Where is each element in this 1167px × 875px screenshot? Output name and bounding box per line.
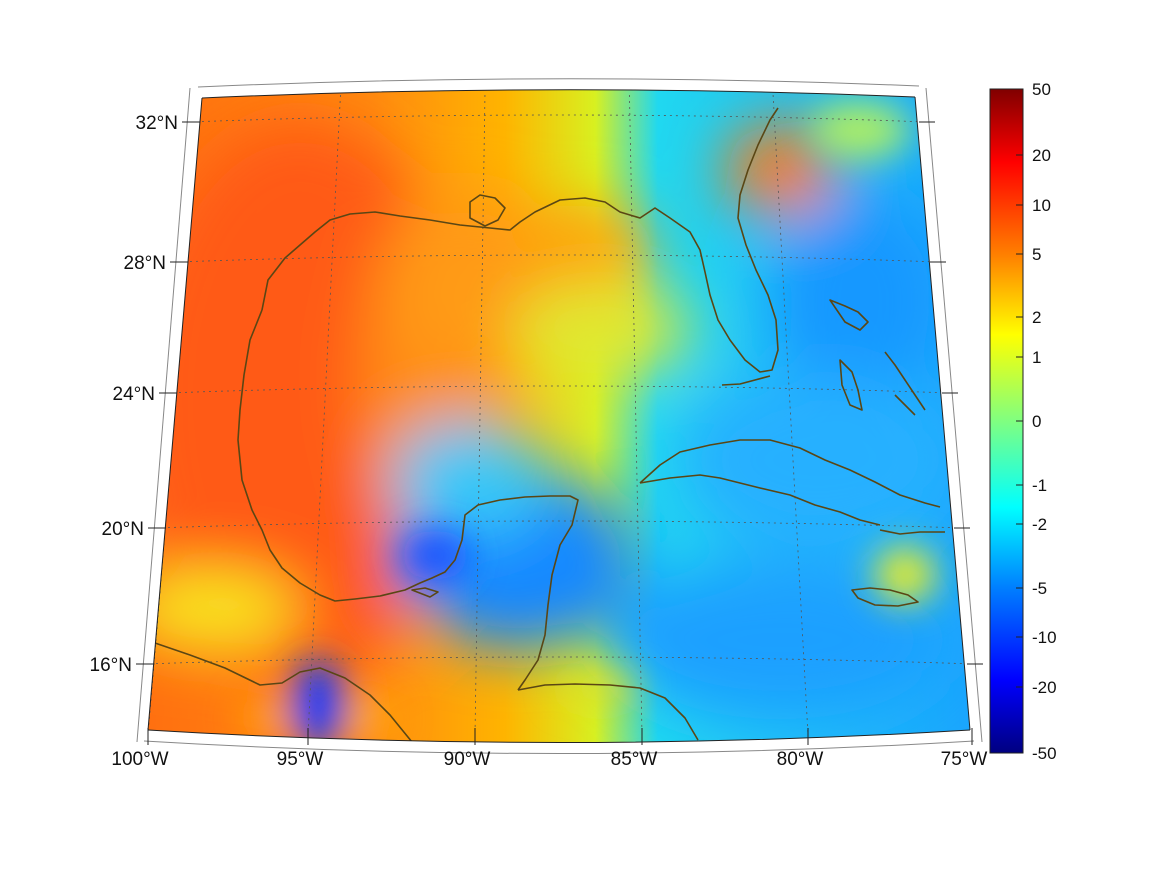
colorbar-tick-label: 10 [1032,196,1051,215]
longitude-ticks: 100°W 95°W 90°W 85°W 80°W 75°W [111,728,987,770]
colorbar-tick-label: 1 [1032,348,1041,367]
graticule-parallel [148,656,970,665]
jamaica [851,587,919,607]
keys [721,375,771,386]
yucatan-islands [411,587,439,598]
colorbar-tick-label: -50 [1032,744,1057,763]
lon-tick-label: 85°W [611,749,658,770]
coastlines [154,107,945,743]
lat-tick-label: 28°N [124,253,166,274]
lon-tick-label: 90°W [444,749,491,770]
cuba [639,439,941,526]
colorbar-tick-label: -1 [1032,476,1047,495]
colorbar-tick-label: 0 [1032,412,1041,431]
colorbar-tick-label: 50 [1032,80,1051,99]
bahamas-eleuthera [884,351,926,416]
graticule-parallel [155,520,963,529]
colorbar-tick-label: -2 [1032,515,1047,534]
graticule-meridian [307,94,341,736]
colorbar-tick-label: -5 [1032,579,1047,598]
colorbar-tick-label: 2 [1032,308,1041,327]
bahamas-andros [839,359,863,411]
colorbar-tick-label: 20 [1032,146,1051,165]
honduras-coast [517,683,699,741]
gulf-coast-us-mexico [261,107,779,373]
lat-tick-label: 32°N [136,113,178,134]
hispaniola [879,529,945,535]
colorbar-tick-label: -20 [1032,678,1057,697]
texas-mexico-coast [237,309,579,691]
lon-tick-label: 95°W [277,749,324,770]
bahamas-abaco [829,299,869,331]
central-america-pacific [154,642,413,743]
lat-tick-label: 20°N [102,519,144,540]
latitude-ticks: 32°N 28°N 24°N 20°N 16°N [90,113,983,676]
map-frame [136,78,983,754]
lat-tick-label: 16°N [90,655,132,676]
graticule-parallel [177,254,939,263]
colorbar-tick-label: -10 [1032,628,1057,647]
lon-tick-label: 80°W [777,749,824,770]
lon-tick-label: 100°W [111,749,168,770]
lat-tick-label: 24°N [113,384,155,405]
mississippi-delta [469,194,506,227]
graticule-meridian [772,94,809,736]
colorbar-tick-label: 5 [1032,245,1041,264]
lon-tick-label: 75°W [941,749,988,770]
field-shading [148,89,970,743]
